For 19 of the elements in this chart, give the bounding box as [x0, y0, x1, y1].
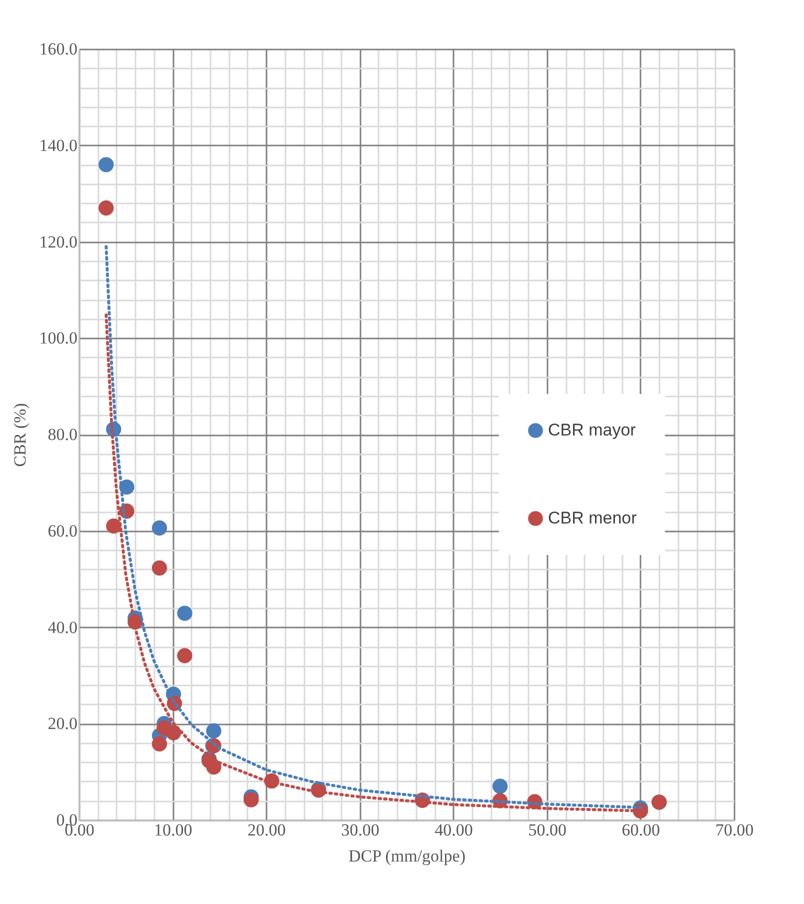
y-tick-label: 140.0 — [39, 136, 78, 155]
x-tick-label: 50.00 — [528, 820, 566, 840]
x-tick-label: 60.00 — [622, 820, 660, 840]
y-tick-label: 80.0 — [48, 425, 78, 444]
y-tick-label: 120.0 — [39, 232, 78, 252]
y-tick-label: 20.0 — [48, 714, 78, 734]
x-axis-title: DCP (mm/golpe) — [348, 846, 466, 866]
legend-label: CBR menor — [548, 508, 638, 528]
y-tick-label: 60.0 — [48, 521, 78, 540]
y-tick-label: 100.0 — [39, 328, 78, 348]
x-tick-label: 10.00 — [154, 820, 192, 840]
y-tick-label: 160.0 — [39, 40, 78, 58]
y-axis-title: CBR (%) — [10, 403, 30, 467]
x-tick-label: 30.00 — [341, 820, 380, 840]
x-tick-label: 20.00 — [248, 820, 286, 840]
x-tick-label: 40.00 — [434, 820, 473, 840]
x-tick-label: 70.00 — [715, 820, 754, 840]
y-tick-label: 40.0 — [48, 618, 78, 637]
legend-label: CBR mayor — [548, 420, 636, 440]
